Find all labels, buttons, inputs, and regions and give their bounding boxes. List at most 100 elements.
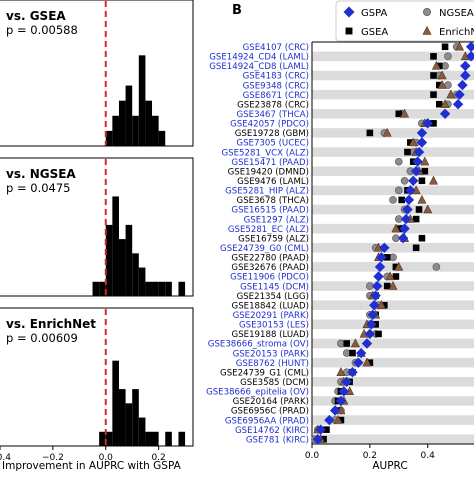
enrichnet-point bbox=[385, 271, 395, 281]
gspa-point bbox=[370, 290, 381, 301]
dataset-label: GSE14924_CD4 (LAML) bbox=[209, 53, 309, 63]
dataset-label: GSE1297 (ALZ) bbox=[244, 215, 309, 225]
histogram-frame bbox=[0, 157, 194, 297]
ngsea-point bbox=[432, 263, 441, 271]
dataset-row: GSE5281_HIP (ALZ) bbox=[225, 185, 421, 197]
gsea-point bbox=[320, 435, 327, 443]
gsea-point bbox=[343, 340, 351, 347]
dataset-label: GSE22780 (PAAD) bbox=[231, 254, 309, 264]
legend-label: GSEA bbox=[361, 27, 388, 38]
enrichnet-point bbox=[440, 99, 450, 108]
histogram-bar bbox=[92, 281, 100, 296]
enrichnet-point bbox=[362, 357, 372, 367]
histogram-bar bbox=[132, 389, 139, 446]
histogram-bar bbox=[158, 130, 166, 146]
row-stripe bbox=[312, 396, 474, 406]
dataset-row: GSE4183 (CRC) bbox=[243, 70, 471, 82]
enrichnet-point bbox=[333, 414, 343, 424]
histogram-title: vs. NGSEA bbox=[6, 167, 76, 181]
dataset-row: GSE781 (KIRC) bbox=[246, 434, 327, 445]
dataset-row: GSE5281_EC (ALZ) bbox=[228, 223, 410, 235]
dataset-label: GSE8762 (HUNT) bbox=[236, 359, 309, 369]
legend-marker bbox=[423, 8, 431, 16]
dataset-label: GSE3585 (DCM) bbox=[240, 378, 309, 388]
dataset-row: GSE11906 (PDCO) bbox=[230, 271, 400, 283]
dataset-label: GSE19420 (DMND) bbox=[228, 167, 309, 177]
histogram-bar bbox=[118, 239, 126, 296]
gspa-point bbox=[403, 194, 415, 206]
gspa-point bbox=[465, 41, 474, 52]
histogram-bar bbox=[118, 389, 126, 446]
histogram-bar bbox=[125, 224, 133, 296]
dataset-label: GSE9476 (LAML) bbox=[237, 177, 309, 187]
dataset-row: GSE16515 (PAAD) bbox=[231, 204, 433, 216]
histogram-bar bbox=[132, 115, 139, 146]
dataset-label: GSE14762 (KIRC) bbox=[235, 426, 309, 436]
ngsea-point bbox=[389, 196, 397, 204]
histogram-bar bbox=[138, 417, 146, 446]
legend-label: EnrichNet bbox=[439, 27, 474, 38]
gspa-point bbox=[439, 108, 451, 119]
histogram-p-value: p = 0.0475 bbox=[6, 181, 71, 195]
gspa-point bbox=[312, 434, 323, 445]
histogram-bar bbox=[105, 224, 113, 296]
gsea-point bbox=[349, 349, 356, 357]
gspa-point bbox=[364, 328, 376, 340]
legend-box bbox=[335, 0, 474, 42]
dataset-label: GSE16759 (ALZ) bbox=[238, 234, 309, 244]
enrichnet-point bbox=[391, 223, 401, 233]
row-stripe bbox=[312, 70, 474, 81]
gspa-point bbox=[402, 204, 413, 215]
gspa-point bbox=[367, 309, 378, 320]
row-stripe bbox=[312, 185, 474, 196]
gsea-point bbox=[415, 206, 423, 213]
histogram-bar bbox=[158, 281, 166, 296]
dataset-label: GSE15471 (PAAD) bbox=[231, 158, 309, 168]
gspa-point bbox=[460, 70, 471, 81]
gspa-point bbox=[410, 166, 422, 177]
gsea-point bbox=[412, 244, 420, 252]
histogram-title: vs. EnrichNet bbox=[6, 317, 96, 331]
gspa-point bbox=[416, 127, 428, 139]
dataset-label: GSE4107 (CRC) bbox=[243, 43, 309, 53]
enrichnet-point bbox=[428, 175, 439, 185]
gsea-point bbox=[366, 129, 374, 137]
dataset-label: GSE32676 (PAAD) bbox=[231, 263, 309, 273]
row-stripe bbox=[312, 338, 474, 349]
dataset-label: GSE5281_VCX (ALZ) bbox=[222, 148, 309, 158]
ngsea-point bbox=[389, 253, 397, 262]
row-stripe bbox=[312, 319, 474, 330]
gspa-point bbox=[408, 175, 419, 186]
dataset-row: GSE24739_G1 (CML) bbox=[220, 367, 358, 378]
histogram-bar bbox=[118, 100, 126, 146]
gsea-point bbox=[383, 254, 391, 261]
gsea-point bbox=[366, 359, 374, 366]
histogram-bar bbox=[125, 403, 133, 446]
x-tick-label: 0.0 bbox=[305, 451, 320, 461]
dataset-label: GSE3678 (THCA) bbox=[237, 196, 309, 206]
dataset-label: GSE781 (KIRC) bbox=[246, 435, 309, 445]
dataset-label: GSE24739_G1 (CML) bbox=[220, 368, 309, 378]
enrichnet-point bbox=[423, 204, 433, 214]
dataset-label: GSE8671 (CRC) bbox=[243, 91, 309, 101]
dataset-label: GSE16515 (PAAD) bbox=[231, 206, 309, 216]
dataset-label: GSE19728 (GBM) bbox=[235, 129, 309, 139]
dataset-row: GSE14924_CD8 (LAML) bbox=[209, 60, 471, 72]
legend-label: GSPA bbox=[361, 8, 387, 19]
gspa-point bbox=[335, 395, 347, 407]
gsea-point bbox=[435, 100, 443, 108]
histogram-p-value: p = 0.00588 bbox=[6, 23, 78, 37]
gspa-point bbox=[412, 156, 423, 167]
dataset-row: GSE14762 (KIRC) bbox=[235, 424, 330, 436]
dataset-label: GSE18842 (LUAD) bbox=[232, 301, 309, 311]
ngsea-point bbox=[342, 349, 351, 357]
dataset-label: GSE19188 (LUAD) bbox=[232, 330, 309, 340]
histogram-bar bbox=[178, 431, 186, 446]
gspa-point bbox=[355, 347, 367, 359]
gsea-point bbox=[392, 263, 400, 271]
gspa-point bbox=[405, 185, 416, 196]
